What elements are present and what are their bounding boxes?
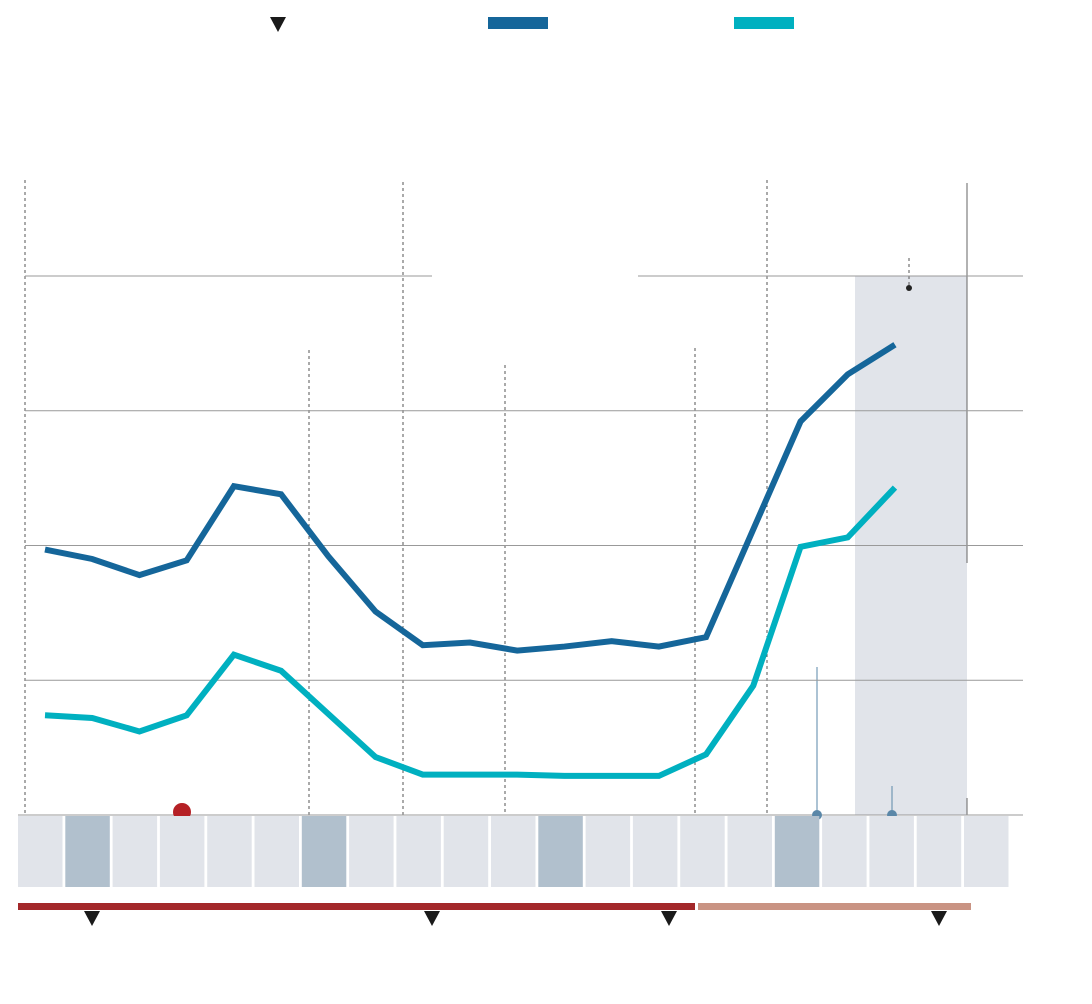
- timeline-cell: [396, 816, 441, 887]
- timeline-cell: [727, 816, 772, 887]
- timeline-cell: [680, 816, 725, 887]
- triangles: [84, 17, 947, 926]
- dots: [22, 285, 970, 825]
- lines: [44, 342, 898, 779]
- legend: [488, 17, 794, 29]
- timeline-cell: [207, 816, 252, 887]
- timeline-cell: [869, 816, 914, 887]
- timeline-cell: [491, 816, 536, 887]
- legend-triangle: [270, 17, 286, 32]
- timeline-cell: [916, 816, 962, 887]
- legend-swatch: [734, 17, 794, 29]
- timeline-cell: [349, 816, 394, 887]
- timeline-cell: [822, 816, 867, 887]
- timeline-cell: [112, 816, 158, 887]
- timeline-cell: [254, 816, 299, 887]
- dashed-markers: [24, 180, 910, 815]
- timeline-cell: [585, 816, 631, 887]
- timeline-cell: [443, 816, 489, 887]
- period-bar: [698, 903, 971, 910]
- timeline-cell: [301, 816, 347, 887]
- timeline-cell: [632, 816, 678, 887]
- timeline-cell: [65, 816, 110, 887]
- timeline-cell: [538, 816, 583, 887]
- period-bar: [18, 903, 695, 910]
- legend-swatch: [488, 17, 548, 29]
- grid: [18, 275, 1023, 816]
- timeline-cell: [159, 816, 205, 887]
- overlay: [18, 17, 1009, 926]
- timeline-cell: [774, 816, 820, 887]
- timeline-cell: [18, 816, 63, 887]
- series-line: [44, 485, 898, 779]
- timeline-cells: [18, 816, 1009, 887]
- timeline-cell: [964, 816, 1009, 887]
- series-line: [44, 342, 897, 654]
